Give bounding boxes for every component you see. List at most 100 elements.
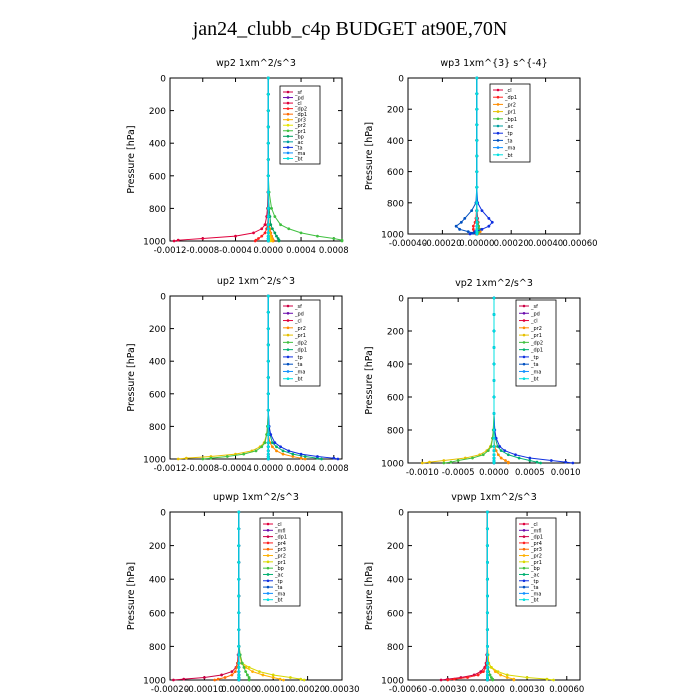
chart-panel-3: up2 1xm^2/s^3 Pressure [hPa] 0 200 400 600 800… bbox=[126, 276, 349, 474]
data-point bbox=[242, 666, 246, 669]
legend-marker bbox=[496, 146, 500, 149]
panel-title: vpwp 1xm^2/s^3 bbox=[451, 492, 537, 503]
data-point bbox=[492, 296, 496, 300]
data-point bbox=[278, 677, 282, 681]
legend-entry: _ma bbox=[530, 591, 541, 597]
legend-entry: _pr2 bbox=[504, 102, 516, 108]
legend-marker bbox=[286, 333, 290, 337]
y-tick-label: 400 bbox=[149, 358, 166, 368]
legend-marker bbox=[286, 135, 290, 138]
legend-entry: _pr4 bbox=[274, 541, 286, 547]
data-point bbox=[490, 220, 494, 224]
data-point bbox=[459, 220, 463, 224]
data-point bbox=[492, 313, 496, 316]
data-point bbox=[528, 456, 532, 460]
legend-entry: _pr1 bbox=[530, 333, 542, 339]
panel-title: vp2 1xm^2/s^3 bbox=[455, 278, 533, 289]
data-point bbox=[260, 234, 264, 238]
chart-panel-1: wp2 1xm^2/s^3 Pressure [hPa] 0 200 400 600 800… bbox=[126, 58, 349, 256]
data-point bbox=[486, 449, 490, 453]
legend-entry: _ta bbox=[504, 138, 513, 144]
data-point bbox=[494, 449, 498, 453]
data-point bbox=[442, 461, 446, 465]
data-point bbox=[266, 310, 270, 314]
series-line-pr1 bbox=[422, 298, 495, 464]
y-tick-label: 1000 bbox=[143, 238, 166, 248]
data-point bbox=[485, 510, 489, 514]
y-tick-label: 400 bbox=[387, 576, 404, 586]
legend-entry: _dp1 bbox=[530, 348, 543, 354]
data-point bbox=[485, 611, 489, 615]
data-point bbox=[485, 561, 489, 564]
legend-entry: _ta bbox=[294, 362, 303, 368]
data-point bbox=[525, 676, 529, 679]
series-line-dp2 bbox=[202, 296, 269, 460]
legend-marker bbox=[522, 541, 526, 545]
legend-entry: _mfl bbox=[274, 528, 286, 534]
data-point bbox=[485, 628, 489, 631]
x-tick-label: -0.0004 bbox=[219, 464, 252, 474]
legend-entry: _dp1 bbox=[294, 112, 307, 118]
legend-marker bbox=[286, 355, 290, 359]
legend-marker bbox=[286, 341, 290, 344]
data-point bbox=[216, 677, 220, 681]
y-tick-label: 400 bbox=[149, 140, 166, 150]
legend-entry: _bt bbox=[294, 156, 303, 162]
legend-entry: _pr1 bbox=[504, 110, 516, 116]
legend-marker bbox=[266, 529, 270, 532]
legend-marker bbox=[286, 326, 290, 330]
legend-entry: _pr2 bbox=[530, 554, 542, 560]
data-point bbox=[266, 433, 270, 436]
data-point bbox=[499, 456, 503, 460]
data-point bbox=[480, 209, 484, 213]
data-point bbox=[336, 457, 340, 461]
data-point bbox=[475, 170, 479, 174]
plot-frame bbox=[169, 511, 343, 681]
legend-entry: _pr2 bbox=[294, 123, 306, 129]
data-point bbox=[302, 678, 306, 682]
data-point bbox=[291, 452, 295, 456]
figure-title: jan24_clubb_c4p BUDGET at90E,70N bbox=[192, 18, 508, 40]
data-point bbox=[266, 449, 270, 453]
y-tick-label: 600 bbox=[149, 609, 166, 619]
legend-entry: _pr1 bbox=[294, 129, 306, 135]
series-line-pr3 bbox=[214, 512, 240, 681]
legend-marker bbox=[286, 123, 290, 127]
legend-entry: _pd bbox=[294, 311, 304, 317]
y-axis-label: Pressure [hPa] bbox=[364, 122, 375, 190]
panel-title: up2 1xm^2/s^3 bbox=[217, 276, 295, 287]
data-point bbox=[266, 125, 270, 129]
series-line-pr2 bbox=[486, 512, 515, 680]
data-point bbox=[492, 456, 496, 460]
data-point bbox=[499, 449, 503, 453]
legend-marker bbox=[286, 96, 290, 99]
data-point bbox=[442, 459, 446, 462]
data-point bbox=[223, 676, 227, 679]
data-point bbox=[492, 449, 496, 453]
chart-panel-2: wp3 1xm^{3} s^{-4} Pressure [hPa] 0 200 400 6… bbox=[364, 58, 598, 249]
data-point bbox=[260, 227, 264, 231]
x-tick-label: 0.00030 bbox=[509, 685, 544, 695]
data-point bbox=[266, 76, 270, 80]
data-point bbox=[492, 362, 496, 366]
data-point bbox=[492, 453, 496, 457]
y-tick-label: 0 bbox=[160, 75, 166, 85]
data-point bbox=[492, 329, 496, 333]
panel-title: wp2 1xm^2/s^3 bbox=[216, 58, 296, 69]
legend-entry: _pr2 bbox=[294, 326, 306, 332]
data-point bbox=[273, 441, 277, 445]
series-line-dp1 bbox=[173, 512, 240, 681]
data-point bbox=[247, 666, 251, 669]
data-point bbox=[281, 452, 285, 456]
data-point bbox=[271, 673, 275, 677]
data-point bbox=[266, 343, 270, 347]
data-point bbox=[485, 594, 489, 598]
data-point bbox=[475, 220, 479, 224]
data-point bbox=[270, 441, 274, 445]
data-point bbox=[287, 227, 291, 231]
data-point bbox=[266, 239, 270, 243]
data-point bbox=[454, 224, 458, 228]
x-tick-label: -0.0004 bbox=[219, 246, 252, 256]
